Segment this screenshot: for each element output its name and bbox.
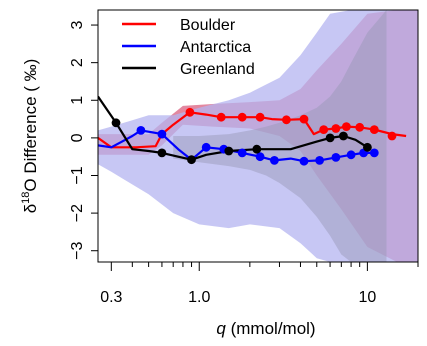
point-antarctica-10 <box>346 150 356 160</box>
legend-label-boulder: Boulder <box>180 17 236 34</box>
x-axis-label-text: (mmol/mol) <box>226 319 316 338</box>
point-boulder-1 <box>216 112 226 122</box>
y-tick-label: 3 <box>69 20 86 29</box>
y-axis-label-delta: δ <box>21 204 40 213</box>
plot-frame <box>97 9 419 263</box>
x-tick-label: 10 <box>358 289 376 306</box>
point-greenland-0 <box>111 118 121 128</box>
point-boulder-6 <box>319 125 329 134</box>
point-antarctica-1 <box>157 129 167 139</box>
point-boulder-11 <box>387 131 397 141</box>
y-tick-label: 0 <box>69 133 86 142</box>
point-boulder-10 <box>369 125 379 134</box>
point-antarctica-5 <box>255 152 265 162</box>
point-boulder-5 <box>299 114 309 124</box>
y-tick-label: −1 <box>69 166 86 184</box>
point-antarctica-8 <box>315 156 324 165</box>
series-points <box>111 107 397 166</box>
legend-label-greenland: Greenland <box>180 61 255 78</box>
legend-label-antarctica: Antarctica <box>180 39 251 56</box>
band-antarctica <box>98 10 418 262</box>
line-boulder <box>98 111 407 149</box>
point-greenland-4 <box>252 144 262 154</box>
x-tick-label: 1.0 <box>188 289 210 306</box>
y-tick-label: −2 <box>69 204 86 222</box>
x-axis: 0.3 1.0 10 <box>100 262 419 306</box>
x-axis-label: q (mmol/mol) <box>216 319 315 338</box>
legend: Boulder Antarctica Greenland <box>122 17 255 78</box>
y-tick-label: −3 <box>69 241 86 259</box>
point-greenland-7 <box>363 142 372 152</box>
y-axis-label: δ18O Difference ( ‰) <box>20 59 40 214</box>
point-boulder-3 <box>255 112 265 122</box>
y-tick-label: 1 <box>69 96 86 105</box>
line-greenland <box>98 95 368 161</box>
point-antarctica-9 <box>331 153 341 162</box>
point-boulder-2 <box>237 112 247 122</box>
point-antarctica-0 <box>136 125 146 135</box>
point-greenland-1 <box>157 148 167 158</box>
point-greenland-6 <box>339 131 348 141</box>
point-boulder-9 <box>355 122 365 132</box>
y-tick-label: 2 <box>69 58 86 67</box>
y-axis-label-sup: 18 <box>20 192 32 204</box>
point-antarctica-2 <box>201 142 211 152</box>
y-axis-label-text: O Difference ( ‰) <box>21 59 40 192</box>
point-antarctica-7 <box>299 156 309 166</box>
x-tick-label: 0.3 <box>100 289 122 306</box>
point-greenland-2 <box>187 155 196 165</box>
x-axis-label-symbol: q <box>216 319 226 338</box>
y-axis: −3 −2 −1 0 1 2 3 <box>69 20 98 260</box>
point-greenland-5 <box>325 133 335 143</box>
point-boulder-0 <box>185 107 195 117</box>
band-greenland <box>173 10 387 262</box>
point-antarctica-6 <box>270 156 279 165</box>
point-boulder-4 <box>282 115 291 125</box>
point-greenland-3 <box>224 146 234 156</box>
point-antarctica-12 <box>369 148 379 158</box>
point-boulder-7 <box>331 124 341 133</box>
confidence-bands <box>98 10 418 262</box>
point-boulder-8 <box>342 122 351 131</box>
point-antarctica-4 <box>237 148 247 158</box>
